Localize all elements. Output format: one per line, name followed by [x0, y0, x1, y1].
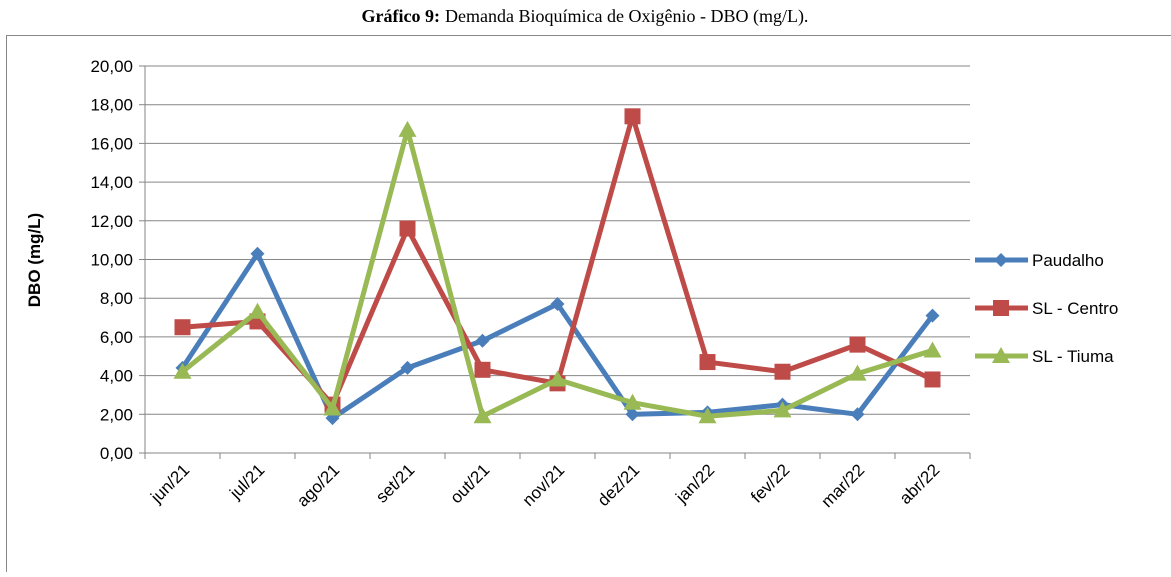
legend-label: SL - Tiuma	[1032, 347, 1114, 366]
data-point	[475, 362, 491, 378]
x-tick-label: out/21	[446, 460, 493, 507]
x-tick-label: mar/22	[817, 460, 868, 511]
data-point	[175, 319, 191, 335]
data-point	[400, 221, 416, 237]
legend-marker	[994, 253, 1008, 267]
y-tick-label: 6,00	[100, 328, 133, 347]
x-tick-label: jan/22	[671, 460, 718, 507]
x-tick-label: ago/21	[293, 460, 343, 510]
x-tick-label: nov/21	[519, 460, 569, 510]
y-tick-label: 18,00	[90, 96, 133, 115]
x-tick-label: jul/21	[225, 460, 268, 503]
y-tick-label: 10,00	[90, 251, 133, 270]
x-tick-label: jun/21	[146, 460, 193, 507]
y-tick-label: 20,00	[90, 57, 133, 76]
chart-title: Gráfico 9:Demanda Bioquímica de Oxigênio…	[362, 6, 809, 27]
data-point	[625, 108, 641, 124]
y-tick-label: 8,00	[100, 289, 133, 308]
legend-label: Paudalho	[1032, 251, 1104, 270]
y-tick-label: 16,00	[90, 134, 133, 153]
data-point	[700, 354, 716, 370]
x-tick-label: dez/21	[594, 460, 644, 510]
y-tick-label: 0,00	[100, 444, 133, 463]
data-point	[775, 364, 791, 380]
title-label: Gráfico 9:	[362, 6, 440, 26]
y-tick-label: 12,00	[90, 212, 133, 231]
data-point	[925, 371, 941, 387]
x-tick-label: set/21	[372, 460, 418, 506]
y-tick-label: 2,00	[100, 405, 133, 424]
y-axis-label: DBO (mg/L)	[25, 213, 44, 307]
data-point	[399, 121, 417, 137]
data-point	[924, 341, 942, 357]
title-text: Demanda Bioquímica de Oxigênio - DBO (mg…	[445, 6, 808, 27]
legend-marker	[993, 300, 1009, 316]
y-tick-label: 4,00	[100, 367, 133, 386]
legend-label: SL - Centro	[1032, 299, 1118, 318]
data-point	[850, 337, 866, 353]
y-tick-label: 14,00	[90, 173, 133, 192]
x-tick-label: abr/22	[896, 460, 944, 508]
data-point	[249, 303, 267, 319]
x-tick-label: fev/22	[747, 460, 793, 506]
